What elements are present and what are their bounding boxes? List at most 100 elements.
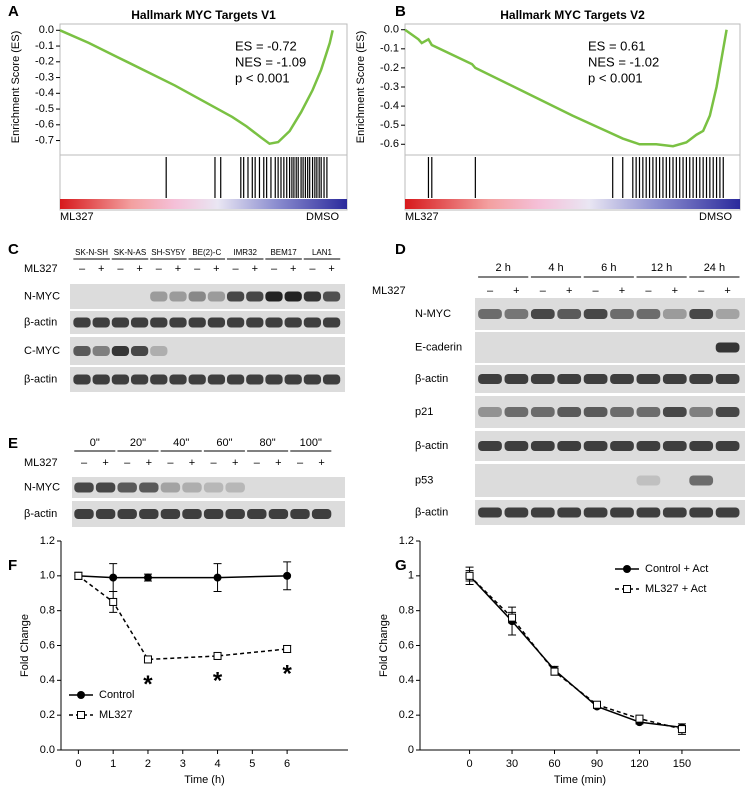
row-label: N-MYC — [415, 308, 451, 320]
point — [550, 667, 559, 676]
blot-strip — [70, 337, 345, 365]
band — [636, 374, 661, 384]
x-tick-label: 6 — [284, 758, 290, 770]
band — [188, 291, 206, 302]
legend-marker — [77, 691, 85, 699]
band — [530, 407, 555, 417]
band — [226, 374, 245, 385]
band — [92, 374, 110, 385]
band — [95, 482, 116, 493]
band — [610, 507, 634, 518]
point — [592, 700, 601, 709]
band — [247, 509, 267, 519]
treatment-sign: – — [540, 285, 547, 297]
band — [662, 407, 687, 417]
band — [636, 441, 661, 451]
band — [150, 291, 168, 302]
point — [74, 571, 83, 580]
lane-group: SK-N-SH — [75, 248, 108, 257]
lane-group: BE(2)-C — [192, 248, 221, 257]
band — [530, 374, 555, 384]
treatment-sign: – — [487, 285, 494, 297]
point — [213, 573, 222, 582]
row-label: N-MYC — [24, 290, 60, 302]
band — [322, 374, 341, 385]
treatment-sign: + — [102, 457, 108, 469]
treatment-sign: + — [566, 285, 572, 297]
panel-label: B — [395, 3, 406, 20]
legend-label: ML327 — [99, 709, 133, 721]
treatment-sign: + — [136, 263, 142, 275]
lane-group: LAN1 — [312, 248, 333, 257]
band — [322, 291, 341, 302]
band — [557, 407, 582, 417]
band — [169, 374, 187, 385]
lane-group: 0" — [90, 437, 100, 449]
y-tick-label: 0.0 — [40, 744, 55, 756]
point — [143, 573, 152, 582]
panel-label: G — [395, 557, 407, 574]
y-tick-label: 1 — [408, 570, 414, 582]
band — [303, 317, 322, 328]
panel-label: A — [8, 3, 19, 20]
band — [478, 507, 502, 518]
band — [150, 346, 168, 356]
treatment-sign: – — [593, 285, 600, 297]
band — [610, 407, 634, 417]
band — [689, 507, 714, 518]
band — [246, 317, 264, 328]
band — [557, 374, 582, 384]
x-tick-label: 3 — [180, 758, 186, 770]
treatment-sign: – — [194, 263, 201, 275]
band — [265, 291, 283, 302]
band — [92, 317, 110, 328]
treatment-label: ML327 — [372, 285, 406, 297]
treatment-sign: + — [724, 285, 730, 297]
band — [715, 507, 740, 518]
band — [92, 346, 110, 356]
y-axis-label: Fold Change — [19, 614, 31, 677]
y-tick-label: 1.0 — [40, 570, 55, 582]
treatment-sign: – — [271, 263, 278, 275]
lane-group: 4 h — [548, 262, 563, 274]
y-tick-label: -0.6 — [380, 138, 399, 150]
y-tick-label: -0.2 — [380, 62, 399, 74]
band — [583, 507, 608, 518]
band — [73, 374, 91, 385]
point — [109, 597, 118, 606]
band — [583, 374, 608, 384]
y-tick-label: -0.1 — [35, 40, 54, 52]
y-tick-label: -0.3 — [35, 71, 54, 83]
band — [265, 374, 283, 385]
treatment-sign: + — [252, 263, 258, 275]
lane-group: 40" — [173, 437, 189, 449]
y-tick-label: 0 — [408, 744, 414, 756]
y-tick-label: -0.1 — [380, 43, 399, 55]
band — [583, 309, 608, 319]
band — [111, 317, 130, 328]
band — [689, 374, 714, 384]
band — [636, 507, 661, 518]
band — [139, 482, 159, 493]
treatment-sign: – — [81, 457, 88, 469]
blot-strip — [70, 311, 345, 334]
y-tick-label: -0.5 — [380, 119, 399, 131]
blot-strip — [70, 284, 345, 309]
significance: * — [282, 660, 292, 687]
band — [689, 407, 714, 417]
significance: * — [213, 667, 223, 694]
band — [303, 291, 322, 302]
treatment-sign: + — [275, 457, 281, 469]
rank-label: ML327 — [405, 211, 439, 223]
rank-label: DMSO — [306, 211, 339, 223]
treatment-sign: – — [297, 457, 304, 469]
x-axis-label: Time (min) — [554, 774, 606, 786]
legend-marker — [623, 585, 631, 593]
significance: * — [143, 671, 153, 698]
x-tick-label: 4 — [214, 758, 220, 770]
lane-group: 12 h — [651, 262, 672, 274]
band — [715, 441, 740, 451]
x-tick-label: 60 — [548, 758, 560, 770]
lane-group: 2 h — [496, 262, 511, 274]
band — [322, 317, 341, 328]
